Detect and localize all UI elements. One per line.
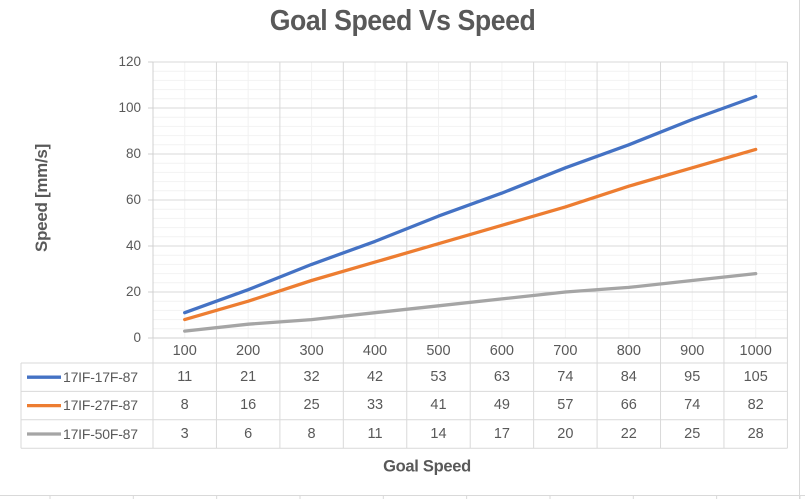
category-label: 100 xyxy=(172,342,197,359)
table-value-cell: 25 xyxy=(303,397,320,414)
table-value-cell: 11 xyxy=(367,425,383,442)
table-value-cell: 20 xyxy=(557,425,574,442)
table-value-cell: 42 xyxy=(366,369,384,385)
y-tick-label: 80 xyxy=(125,146,141,161)
table-value-cell: 11 xyxy=(177,369,193,385)
table-value-cell: 105 xyxy=(743,369,768,385)
y-tick-label: 60 xyxy=(125,192,141,207)
y-tick-label: 100 xyxy=(118,100,141,115)
table-value-cell: 53 xyxy=(430,369,447,385)
table-value-cell: 6 xyxy=(244,425,253,442)
y-tick-label: 0 xyxy=(133,330,141,345)
table-value-cell: 25 xyxy=(684,425,701,442)
table-value-cell: 74 xyxy=(684,397,701,414)
table-value-cell: 63 xyxy=(493,369,510,385)
table-value-cell: 95 xyxy=(684,369,701,385)
table-value-cell: 49 xyxy=(493,397,510,414)
table-value-cell: 21 xyxy=(240,369,257,385)
legend-series-label: 17IF-17F-87 xyxy=(63,368,138,385)
table-value-cell: 33 xyxy=(366,397,384,414)
y-tick-label: 20 xyxy=(125,284,141,299)
table-value-cell: 22 xyxy=(620,425,637,442)
table-value-cell: 28 xyxy=(747,425,764,442)
y-tick-label: 40 xyxy=(125,238,141,253)
category-label: 300 xyxy=(299,342,324,359)
legend-series-label: 17IF-27F-87 xyxy=(63,397,138,414)
table-value-cell: 84 xyxy=(620,369,637,385)
chart-title: Goal Speed Vs Speed xyxy=(269,5,536,37)
category-label: 200 xyxy=(236,342,261,359)
category-label: 500 xyxy=(426,342,451,359)
legend-series-label: 17IF-50F-87 xyxy=(63,425,138,442)
table-value-cell: 57 xyxy=(557,397,574,414)
category-label: 700 xyxy=(553,342,578,359)
table-value-cell: 8 xyxy=(307,425,316,442)
table-value-cell: 8 xyxy=(180,397,189,414)
y-tick-label: 120 xyxy=(118,54,141,69)
table-value-cell: 66 xyxy=(620,397,637,414)
table-value-cell: 82 xyxy=(747,397,764,414)
y-axis-title: Speed [mm/s] xyxy=(32,144,51,252)
table-value-cell: 32 xyxy=(303,369,320,385)
category-label: 600 xyxy=(489,342,514,359)
category-label: 800 xyxy=(616,342,641,359)
table-value-cell: 3 xyxy=(180,425,189,442)
table-value-cell: 41 xyxy=(430,397,447,414)
series-line-17IF-50F-87 xyxy=(183,271,758,333)
table-value-cell: 14 xyxy=(430,425,447,442)
category-label: 900 xyxy=(680,342,705,359)
x-axis-title: Goal Speed xyxy=(383,457,471,476)
category-label: 1000 xyxy=(739,342,772,359)
series-line-17IF-17F-87 xyxy=(183,94,758,315)
table-value-cell: 16 xyxy=(240,397,257,414)
table-value-cell: 74 xyxy=(557,369,574,385)
category-label: 400 xyxy=(362,342,388,359)
table-value-cell: 17 xyxy=(493,425,510,442)
series-line-17IF-27F-87 xyxy=(183,147,758,322)
